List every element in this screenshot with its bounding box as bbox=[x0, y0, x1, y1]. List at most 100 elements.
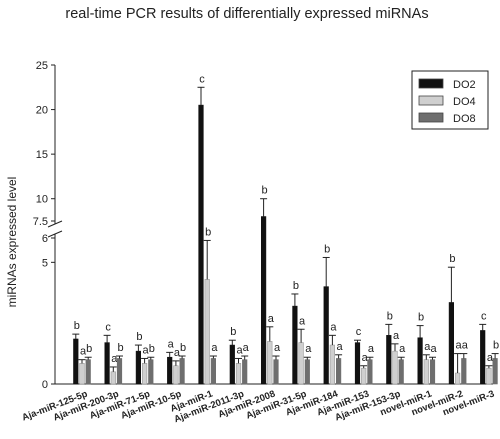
significance-letter: a bbox=[299, 315, 306, 327]
bar-do8 bbox=[461, 358, 467, 385]
significance-letter: c bbox=[356, 326, 362, 338]
bar-group: b a a bbox=[291, 280, 312, 385]
significance-letter: a bbox=[268, 313, 275, 325]
significance-letter: b bbox=[293, 280, 299, 292]
bar-do2 bbox=[292, 305, 298, 385]
y-tick-label: 15 bbox=[36, 149, 48, 161]
legend-swatch-do8 bbox=[418, 112, 444, 123]
bar-do2 bbox=[386, 335, 392, 385]
significance-letter: a bbox=[487, 352, 494, 364]
bar-do8 bbox=[242, 359, 248, 385]
legend-label: DO2 bbox=[453, 79, 476, 91]
bar-do8 bbox=[148, 359, 154, 385]
y-tick-label: 20 bbox=[36, 105, 48, 117]
significance-letter: a bbox=[456, 340, 463, 352]
bar-do4 bbox=[204, 279, 210, 385]
bar-do4 bbox=[235, 363, 242, 385]
bar-do2 bbox=[480, 330, 486, 385]
significance-letter: a bbox=[337, 341, 344, 353]
bar-group: ba b bbox=[72, 320, 92, 385]
significance-letter: c bbox=[481, 310, 487, 322]
significance-letter: a bbox=[430, 343, 437, 355]
significance-letter: a bbox=[330, 321, 337, 333]
bar-do2 bbox=[354, 342, 361, 385]
bar-do2 bbox=[229, 344, 235, 385]
bar-group: c b a bbox=[197, 73, 218, 385]
bar-do4 bbox=[329, 344, 336, 385]
bar-group: c ab bbox=[103, 321, 124, 385]
y-tick-label: 0 bbox=[42, 379, 48, 391]
significance-letter: a bbox=[211, 342, 218, 354]
bar-do2 bbox=[167, 356, 173, 385]
bar-do8 bbox=[492, 358, 498, 385]
axis-break-mark bbox=[47, 220, 63, 228]
legend: DO2 DO4 DO8 bbox=[411, 70, 489, 130]
bar-group: baa bbox=[385, 310, 406, 385]
bar-do2 bbox=[73, 338, 79, 385]
bar-do8 bbox=[116, 358, 123, 385]
significance-letter: a bbox=[168, 338, 175, 350]
legend-swatch-do4 bbox=[418, 95, 444, 106]
legend-label: DO4 bbox=[453, 96, 476, 108]
bar-do2 bbox=[323, 286, 329, 385]
significance-letter: a bbox=[305, 343, 312, 355]
significance-letter: a bbox=[393, 330, 400, 342]
bar-group: aa b bbox=[166, 338, 186, 385]
bar-do2 bbox=[104, 342, 110, 385]
y-tick-label: 5 bbox=[42, 257, 48, 269]
bar-group: ba b bbox=[134, 331, 155, 385]
bar-do4 bbox=[486, 367, 492, 385]
bar-do4 bbox=[110, 371, 116, 385]
significance-letter: b bbox=[149, 343, 155, 355]
significance-letter: a bbox=[368, 343, 375, 355]
legend-swatch-do2 bbox=[418, 78, 444, 89]
significance-letter: b bbox=[74, 320, 80, 332]
legend-label: DO8 bbox=[453, 113, 476, 125]
bar-do4 bbox=[361, 367, 367, 385]
bar-do4 bbox=[392, 350, 398, 385]
significance-letter: a bbox=[80, 346, 87, 358]
bar-do8 bbox=[398, 359, 404, 385]
bar-do2 bbox=[417, 337, 423, 385]
bar-group: caa bbox=[354, 326, 375, 385]
bar-do4 bbox=[79, 363, 85, 385]
significance-letter: b bbox=[324, 243, 330, 255]
bar-do4 bbox=[423, 359, 429, 385]
bar-do2 bbox=[448, 302, 455, 385]
bar-do2 bbox=[260, 216, 267, 385]
bar-do2 bbox=[135, 350, 142, 385]
significance-letter: c bbox=[105, 321, 111, 333]
bar-do4 bbox=[298, 342, 304, 385]
y-tick-label: 7.5 bbox=[33, 216, 48, 228]
bar-group: c ab bbox=[479, 310, 499, 385]
bar-do8 bbox=[429, 359, 436, 385]
significance-letter: a bbox=[111, 353, 118, 365]
significance-letter: a bbox=[236, 344, 243, 356]
bar-do8 bbox=[85, 359, 91, 385]
significance-letter: b bbox=[205, 226, 211, 238]
bar-do4 bbox=[173, 365, 179, 385]
significance-letter: b bbox=[230, 326, 236, 338]
significance-letter: b bbox=[493, 340, 499, 352]
y-tick-label: 10 bbox=[36, 194, 48, 206]
significance-letter: b bbox=[449, 253, 455, 265]
bar-group: baa bbox=[260, 185, 281, 385]
significance-letter: a bbox=[143, 344, 150, 356]
y-axis-label: miRNAs expressed level bbox=[5, 177, 19, 308]
significance-letter: b bbox=[86, 343, 92, 355]
chart-title: real-time PCR results of differentially … bbox=[65, 6, 428, 22]
significance-letter: c bbox=[199, 73, 205, 85]
y-tick-label: 25 bbox=[36, 60, 48, 72]
bar-do8 bbox=[335, 358, 342, 385]
bar-do4 bbox=[267, 341, 273, 385]
bar-do4 bbox=[142, 363, 148, 385]
bar-do8 bbox=[304, 359, 310, 385]
significance-letter: b bbox=[262, 185, 268, 197]
significance-letter: b bbox=[387, 310, 393, 322]
y-tick-label: 6 bbox=[42, 233, 48, 245]
bar-do2 bbox=[198, 104, 204, 385]
